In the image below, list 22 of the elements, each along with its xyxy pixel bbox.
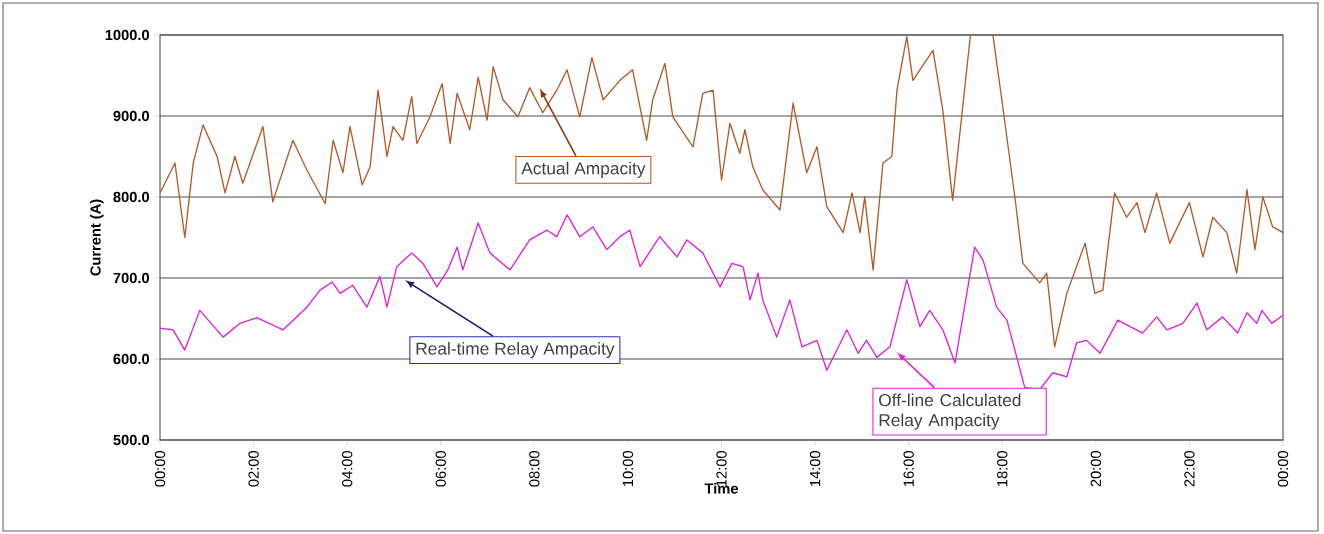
y-tick-label: 900.0 — [113, 110, 149, 122]
x-tick-label: 18:00 — [997, 450, 1008, 486]
x-tick-label: 04:00 — [342, 450, 353, 487]
y-tick-label: 600.0 — [113, 353, 149, 365]
x-tick-label: 22:00 — [1184, 450, 1195, 487]
x-tick-label: 10:00 — [622, 450, 634, 486]
x-tick-label: 16:00 — [903, 450, 914, 486]
y-axis-title: Current (A) — [89, 199, 104, 276]
x-tick-label: 14:00 — [809, 450, 821, 486]
x-tick-label: 08:00 — [529, 450, 540, 487]
x-tick-label: 00:00 — [154, 450, 166, 487]
y-tick-label: 700.0 — [113, 272, 149, 284]
annotation: Off-line Calculated Relay Ampacity — [879, 393, 1021, 430]
annotation: Actual Ampacity — [521, 161, 646, 178]
x-tick-label: 20:00 — [1090, 450, 1102, 487]
annotation: Real-time Relay Ampacity — [416, 341, 615, 359]
x-tick-label: 06:00 — [435, 450, 446, 487]
y-tick-label: 500.0 — [113, 434, 149, 446]
x-tick-label: 00:00 — [1277, 450, 1289, 487]
x-tick-label: 02:00 — [248, 450, 259, 487]
y-tick-label: 1000.0 — [105, 29, 149, 41]
y-tick-label: 800.0 — [113, 191, 149, 203]
